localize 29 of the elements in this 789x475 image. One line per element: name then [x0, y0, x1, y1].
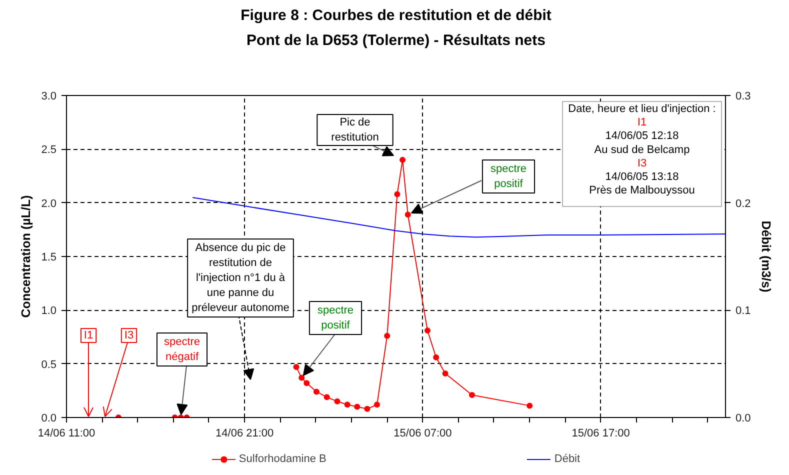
y-tick-label: 1.5	[41, 252, 57, 264]
chart-title: Figure 8 : Courbes de restitution et de débit	[240, 7, 552, 24]
chart-subtitle: Pont de la D653 (Tolerme) - Résultats nets	[246, 32, 546, 49]
y-tick-label: 1.0	[41, 305, 57, 318]
y2-tick-label: 0.1	[736, 305, 751, 318]
y-tick-label: 0.0	[41, 412, 57, 424]
annotation: spectre négatif	[164, 336, 200, 363]
annotation: Date, heure et lieu d'injection : I1 14/06/05 12:18 Au sud de Belcamp I3 14/06/05 13:18 Près de Malbouyssou	[568, 103, 716, 197]
annotation: I3	[124, 330, 134, 342]
x-tick-label: 14/06 21:00	[216, 428, 274, 440]
annotation: spectre positif	[490, 163, 527, 190]
annotation: Pic de restitution	[331, 116, 379, 144]
y-tick-label: 3.0	[41, 90, 57, 102]
y-tick-label: 0.5	[41, 358, 57, 371]
x-tick-label: 15/06 17:00	[572, 428, 630, 440]
y2-axis-title: Débit (m3/s)	[758, 220, 773, 292]
annotation: Absence du pic de restitution de l'injection n°1 du à une panne du préleveur autonome	[192, 242, 290, 314]
y2-tick-label: 0.3	[736, 90, 751, 102]
x-tick-label: 15/06 07:00	[394, 428, 452, 440]
y2-tick-label: 0.2	[736, 198, 751, 210]
annotation: I1	[84, 330, 94, 342]
annotation: spectre positif	[317, 304, 354, 332]
y-tick-label: 2.0	[41, 198, 57, 210]
legend-label: Sulforhodamine B	[238, 452, 326, 466]
x-tick-label: 14/06 11:00	[38, 428, 96, 440]
y-tick-label: 2.5	[41, 144, 57, 156]
legend-label: Débit	[554, 452, 580, 466]
y2-tick-label: 0.0	[736, 412, 751, 424]
y-axis-title: Concentration (µL/L)	[19, 195, 34, 318]
